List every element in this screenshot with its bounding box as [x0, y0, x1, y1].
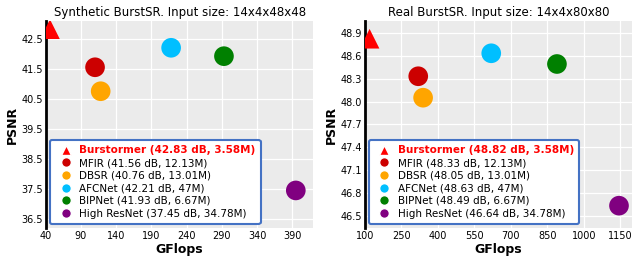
Y-axis label: PSNR: PSNR [6, 105, 19, 144]
X-axis label: GFlops: GFlops [475, 243, 522, 256]
Point [486, 51, 497, 55]
Point [614, 204, 624, 208]
Point [90, 65, 100, 69]
Legend: Burstormer (42.83 dB, 3.58M), MFIR (41.56 dB, 12.13M), DBSR (40.76 dB, 13.01M), : Burstormer (42.83 dB, 3.58M), MFIR (41.5… [50, 140, 260, 224]
Point [291, 188, 301, 193]
Y-axis label: PSNR: PSNR [324, 105, 337, 144]
Point [166, 46, 176, 50]
Point [418, 96, 428, 100]
Point [413, 74, 423, 78]
Point [219, 54, 229, 58]
Point [45, 27, 55, 31]
Title: Synthetic BurstSR. Input size: 14x4x48x48: Synthetic BurstSR. Input size: 14x4x48x4… [54, 6, 306, 19]
X-axis label: GFlops: GFlops [156, 243, 204, 256]
Point [364, 37, 374, 41]
Title: Real BurstSR. Input size: 14x4x80x80: Real BurstSR. Input size: 14x4x80x80 [388, 6, 609, 19]
Point [552, 62, 562, 66]
Legend: Burstormer (48.82 dB, 3.58M), MFIR (48.33 dB, 12.13M), DBSR (48.05 dB, 13.01M), : Burstormer (48.82 dB, 3.58M), MFIR (48.3… [369, 140, 579, 224]
Point [95, 89, 106, 93]
